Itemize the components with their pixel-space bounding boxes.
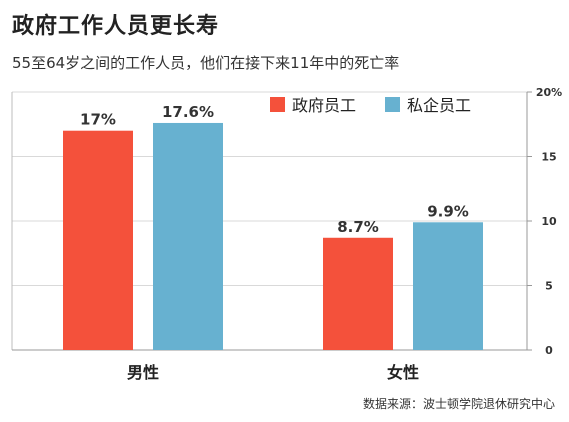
bar bbox=[413, 222, 483, 350]
y-tick-label: 15 bbox=[541, 151, 556, 164]
data-label: 8.7% bbox=[337, 218, 379, 236]
legend-label: 私企员工 bbox=[407, 96, 471, 115]
legend-swatch bbox=[385, 97, 400, 112]
data-label: 9.9% bbox=[427, 202, 469, 220]
data-label: 17.6% bbox=[162, 103, 214, 121]
x-category-label: 男性 bbox=[127, 363, 159, 382]
source-note: 数据来源：波士顿学院退休研究中心 bbox=[362, 397, 555, 411]
bar bbox=[63, 130, 133, 350]
chart-title: 政府工作人员更长寿 bbox=[12, 14, 220, 39]
y-tick-label: 0 bbox=[545, 344, 553, 357]
legend-swatch bbox=[270, 97, 285, 112]
bar bbox=[323, 237, 393, 350]
y-tick-label: 10 bbox=[541, 215, 557, 228]
data-label: 17% bbox=[80, 111, 116, 129]
bar bbox=[153, 122, 223, 351]
legend-label: 政府员工 bbox=[292, 96, 356, 115]
y-tick-label: 20% bbox=[536, 86, 562, 99]
x-category-label: 女性 bbox=[387, 363, 419, 382]
chart-subtitle: 55至64岁之间的工作人员，他们在接下来11年中的死亡率 bbox=[12, 54, 400, 72]
y-tick-label: 5 bbox=[545, 280, 553, 293]
